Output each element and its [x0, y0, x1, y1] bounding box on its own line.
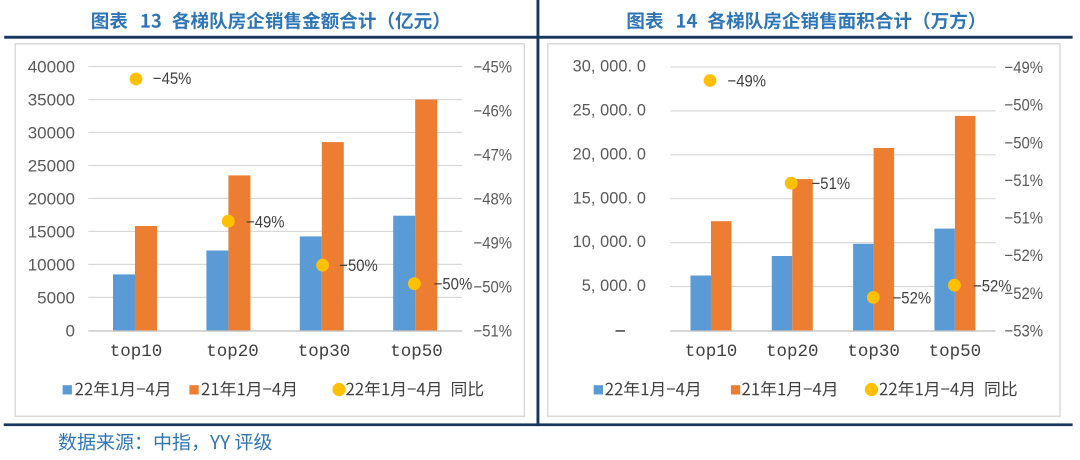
- svg-text:−52%: −52%: [1005, 284, 1044, 303]
- svg-text:40000: 40000: [28, 58, 75, 77]
- svg-text:−45%: −45%: [474, 58, 513, 77]
- svg-text:−51%: −51%: [1005, 171, 1044, 190]
- svg-text:−49%: −49%: [246, 213, 285, 232]
- svg-text:30, 000. 0: 30, 000. 0: [573, 58, 646, 76]
- svg-text:top30: top30: [847, 342, 900, 362]
- svg-text:top20: top20: [766, 342, 819, 362]
- svg-text:−50%: −50%: [474, 277, 513, 296]
- svg-text:top10: top10: [110, 342, 163, 362]
- svg-text:−53%: −53%: [1005, 321, 1044, 340]
- svg-text:top10: top10: [685, 342, 738, 362]
- svg-text:−50%: −50%: [339, 256, 378, 275]
- svg-text:20, 000. 0: 20, 000. 0: [573, 145, 646, 163]
- svg-text:30000: 30000: [28, 124, 75, 143]
- svg-text:−49%: −49%: [728, 72, 767, 91]
- svg-text:top30: top30: [298, 342, 351, 362]
- svg-text:−52%: −52%: [973, 276, 1012, 295]
- svg-text:−50%: −50%: [434, 275, 473, 294]
- svg-text:−52%: −52%: [1005, 246, 1044, 265]
- svg-text:top50: top50: [929, 342, 982, 362]
- svg-text:15000: 15000: [28, 222, 75, 241]
- svg-text:−51%: −51%: [812, 174, 851, 193]
- svg-text:top20: top20: [206, 342, 259, 362]
- svg-text:−46%: −46%: [474, 102, 513, 121]
- svg-text:−50%: −50%: [1005, 133, 1044, 152]
- svg-text:5, 000. 0: 5, 000. 0: [582, 277, 646, 295]
- svg-text:−47%: −47%: [474, 146, 513, 165]
- svg-text:25, 000. 0: 25, 000. 0: [573, 102, 646, 120]
- svg-text:35000: 35000: [28, 91, 75, 110]
- svg-text:10, 000. 0: 10, 000. 0: [573, 233, 646, 251]
- svg-text:25000: 25000: [28, 157, 75, 176]
- svg-text:−52%: −52%: [893, 289, 932, 308]
- svg-text:5000: 5000: [37, 288, 75, 307]
- svg-text:−49%: −49%: [474, 233, 513, 252]
- svg-text:0: 0: [66, 321, 75, 340]
- svg-text:−51%: −51%: [474, 321, 513, 340]
- svg-text:−50%: −50%: [1005, 96, 1044, 115]
- svg-text:10000: 10000: [28, 255, 75, 274]
- svg-text:−49%: −49%: [1005, 58, 1044, 77]
- svg-text:−51%: −51%: [1005, 209, 1044, 228]
- svg-text:−48%: −48%: [474, 190, 513, 209]
- svg-text:top50: top50: [390, 342, 443, 362]
- svg-text:15, 000. 0: 15, 000. 0: [573, 189, 646, 207]
- svg-text:20000: 20000: [28, 190, 75, 209]
- svg-text:−45%: −45%: [153, 69, 192, 88]
